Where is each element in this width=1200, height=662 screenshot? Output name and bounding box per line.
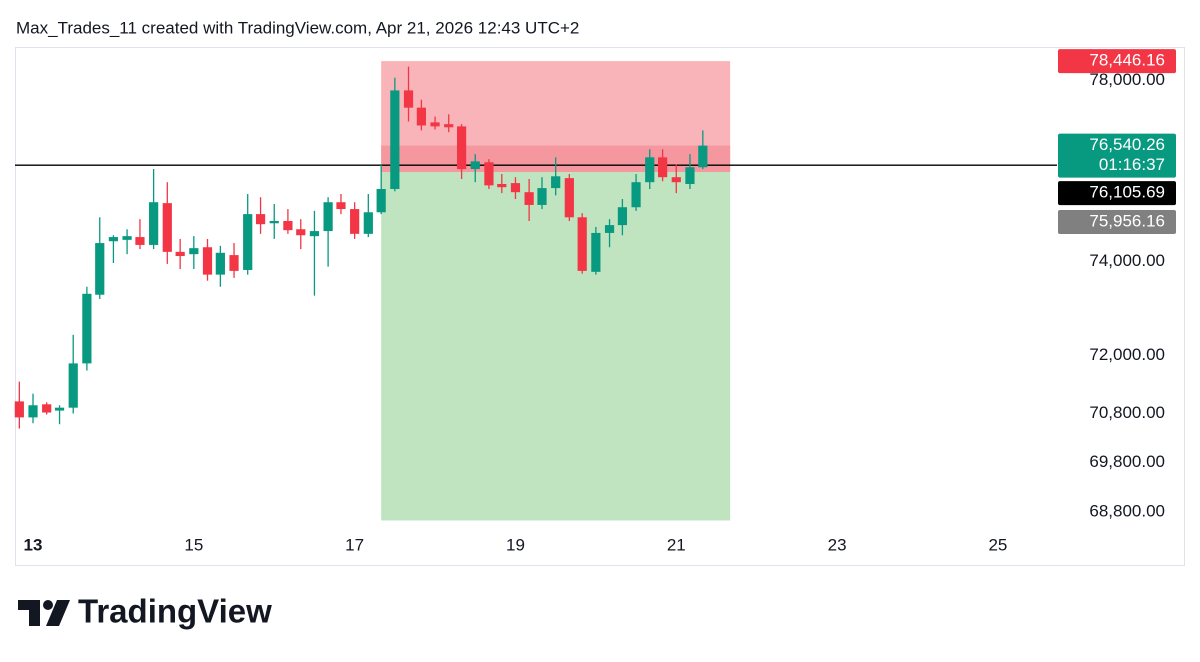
logo-icon: [18, 600, 70, 626]
y-tick-label: 69,800.00: [1089, 452, 1165, 471]
x-tick-label: 17: [345, 535, 364, 554]
candle-body: [215, 252, 225, 275]
candle-body: [28, 405, 38, 418]
candle-body: [309, 231, 320, 237]
candle-body: [376, 189, 386, 213]
price-line-label: 76,105.69: [1089, 183, 1165, 202]
candle-body: [350, 209, 360, 234]
candle-body: [698, 145, 708, 168]
candle-body: [42, 404, 52, 413]
stop-marker: [1058, 49, 1176, 74]
candle-body: [363, 212, 373, 234]
entry-label: 75,956.16: [1089, 211, 1165, 230]
countdown: 01:16:37: [1099, 155, 1165, 174]
candle-body: [537, 188, 547, 205]
candle-body: [403, 90, 414, 108]
candle-body: [685, 167, 695, 185]
candle-body: [296, 229, 306, 236]
brand-name: TradingView: [78, 593, 272, 630]
candle-body: [95, 243, 105, 295]
candle-body: [524, 192, 534, 205]
candle-body: [497, 184, 507, 188]
candle-body: [577, 217, 587, 271]
candle-body: [551, 176, 561, 189]
candle-body: [671, 177, 681, 183]
x-tick-label: 25: [988, 535, 1007, 554]
candle-body: [82, 293, 92, 364]
candle-body: [444, 124, 454, 128]
candle-body: [283, 220, 293, 231]
candle-body: [430, 122, 440, 127]
y-tick-label: 74,000.00: [1089, 251, 1165, 270]
candle-body: [336, 202, 346, 210]
candle-body: [243, 214, 253, 270]
y-tick-label: 78,000.00: [1089, 70, 1165, 89]
x-tick-label: 21: [667, 535, 686, 554]
candle-body: [229, 255, 239, 271]
price-line-marker: [1058, 181, 1176, 206]
candle-body: [470, 161, 480, 170]
candle-body: [162, 203, 172, 252]
x-tick-label: 15: [184, 535, 203, 554]
candle-body: [416, 107, 426, 126]
candle-body: [631, 182, 641, 208]
y-tick-label: 70,800.00: [1089, 403, 1165, 422]
candle-body: [149, 202, 159, 245]
candle-body: [484, 162, 494, 186]
candle-body: [108, 237, 119, 242]
candle-body: [564, 178, 574, 218]
candle-body: [189, 248, 199, 255]
candle-body: [591, 232, 601, 272]
candle-body: [54, 407, 65, 411]
profit-zone: [381, 171, 731, 521]
candle-body: [269, 220, 279, 224]
candle-body: [135, 237, 145, 245]
stop-label: 78,446.16: [1089, 51, 1165, 70]
candle-body: [323, 202, 333, 232]
candle-body: [14, 401, 24, 418]
candle-body: [658, 157, 668, 178]
candle-body: [122, 236, 132, 240]
candle-body: [202, 247, 213, 275]
x-tick-label: 13: [24, 535, 43, 554]
candle-body: [456, 126, 467, 170]
candle-body: [68, 363, 78, 408]
candle-body: [617, 207, 628, 226]
y-tick-label: 72,000.00: [1089, 345, 1165, 364]
last-price-marker: [1058, 133, 1176, 178]
chart-frame: [15, 47, 1185, 566]
x-tick-label: 19: [506, 535, 525, 554]
chart-title: Max_Trades_11 created with TradingView.c…: [16, 18, 579, 37]
candle-body: [645, 157, 655, 183]
candle-body: [255, 214, 266, 225]
candle-body: [390, 90, 400, 190]
y-tick-label: 68,800.00: [1089, 501, 1165, 520]
last-price-label: 76,540.26: [1089, 135, 1165, 154]
x-tick-label: 23: [828, 535, 847, 554]
candle-body: [510, 183, 521, 193]
candle-body: [604, 225, 615, 233]
entry-marker: [1058, 209, 1176, 234]
candle-body: [175, 251, 185, 257]
